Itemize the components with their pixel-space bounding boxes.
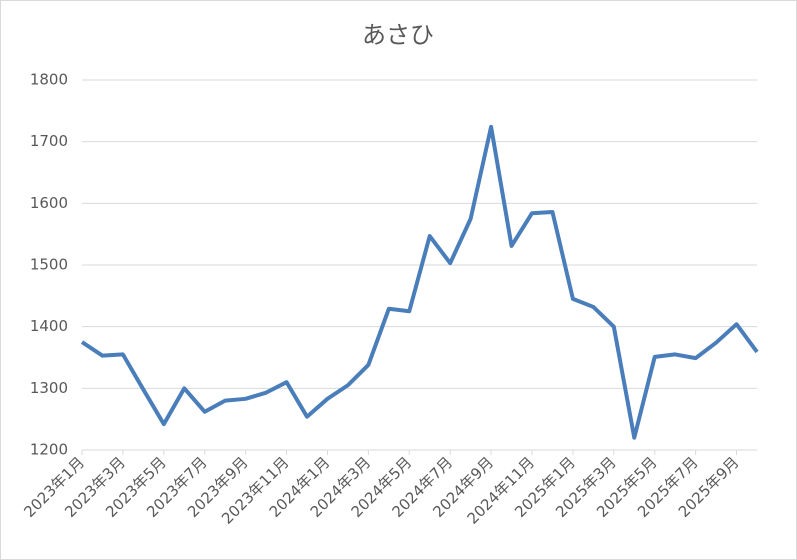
y-tick-label: 1400 <box>30 317 68 335</box>
y-tick-label: 1300 <box>30 379 68 397</box>
chart-title: あさひ <box>362 21 434 49</box>
y-tick-label: 1500 <box>30 256 68 274</box>
y-tick-label: 1700 <box>30 132 68 150</box>
y-tick-label: 1600 <box>30 194 68 212</box>
y-tick-label: 1800 <box>30 71 68 89</box>
y-tick-label: 1200 <box>30 441 68 459</box>
data-line <box>80 124 759 440</box>
